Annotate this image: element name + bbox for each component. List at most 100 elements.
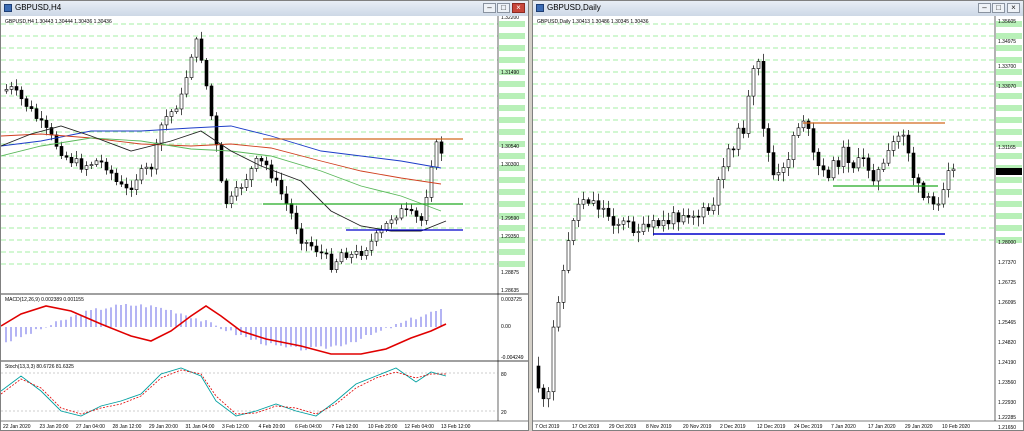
candle-body [224,180,229,204]
candle-body [871,170,876,182]
price-label: 1.27370 [998,260,1016,266]
ma-blue-line [1,125,442,169]
candle-body [746,95,751,134]
chart-background [533,16,1023,430]
level-tag [996,129,1022,135]
candle-body [144,166,149,169]
price-label: 1.24190 [998,360,1016,366]
candle-body [14,86,19,91]
candle-body [831,160,836,179]
candle-body [244,179,249,188]
time-label: 27 Jan 04:00 [76,424,105,430]
title-bar[interactable]: GBPUSD,H4 – □ × [1,1,528,17]
stoch-axis-label: 20 [501,410,507,416]
price-label: 1.28875 [501,270,519,276]
price-label: 1.25465 [998,320,1016,326]
candle-body [209,85,214,117]
current-price-tag [996,168,1022,175]
candle-body [601,207,606,210]
candle-body [701,207,706,218]
close-button[interactable]: × [1007,3,1020,13]
candle-body [284,193,289,204]
candle-body [736,127,741,150]
candle-body [826,169,831,179]
candle-body [666,220,671,225]
candle-body [159,124,164,144]
candle-body [846,146,851,163]
chart-background [1,16,528,430]
candle-body [204,60,209,87]
candle-body [881,162,886,170]
candle-body [761,61,766,129]
candle-body [551,326,556,393]
time-label: 17 Jan 2020 [868,424,896,430]
candle-body [94,160,99,165]
candle-body [29,106,34,109]
price-label: 1.22285 [998,415,1016,421]
price-label: 1.24820 [998,340,1016,346]
candle-body [149,166,154,170]
price-label: 1.30300 [501,162,519,168]
candle-body [24,98,29,107]
level-tag [996,141,1022,147]
candle-body [781,167,786,173]
candle-body [671,212,676,225]
candle-body [314,245,319,253]
candle-body [364,250,369,256]
close-button[interactable]: × [512,3,525,13]
level-tag [996,177,1022,183]
candle-body [726,148,731,168]
h4-chart-window[interactable]: GBPUSD,H4 – □ × GBPUSD,H4 1.30443 1.3044… [0,0,529,431]
level-tag [499,45,525,51]
level-tag [996,57,1022,63]
daily-chart-canvas[interactable]: GBPUSD,Daily 1.30413 1.30486 1.30345 1.3… [533,16,1023,430]
time-label: 31 Jan 04:00 [186,424,215,430]
candle-body [696,215,701,218]
candle-body [9,86,14,90]
candle-body [414,210,419,217]
candle-body [109,169,114,174]
candle-body [646,223,651,228]
macd-axis-label: 0.003725 [501,297,522,303]
level-tag [996,21,1022,27]
price-label: 1.29350 [501,234,519,240]
maximize-button[interactable]: □ [992,3,1005,13]
candle-body [886,150,891,164]
h4-chart-canvas[interactable]: GBPUSD,H4 1.30443 1.30444 1.30436 1.3043… [1,16,528,430]
maximize-button[interactable]: □ [497,3,510,13]
candle-body [374,232,379,242]
candle-body [606,207,611,217]
candle-body [716,179,721,206]
candle-body [706,207,711,211]
level-tag [499,81,525,87]
candle-body [821,165,826,171]
level-tag [996,213,1022,219]
price-label: 1.21650 [998,425,1016,430]
candle-body [851,162,856,169]
price-label: 1.28000 [998,240,1016,246]
level-tag [996,45,1022,51]
candle-body [641,223,646,232]
time-label: 2 Dec 2019 [720,424,746,430]
candle-body [304,242,309,244]
minimize-button[interactable]: – [978,3,991,13]
candle-body [686,215,691,218]
candle-body [439,141,444,154]
candle-body [359,251,364,256]
level-tag [499,57,525,63]
minimize-button[interactable]: – [483,3,496,13]
ma-red-line [1,133,442,185]
candle-body [69,156,74,164]
candle-body [836,160,841,167]
title-bar[interactable]: GBPUSD,Daily – □ × [533,1,1023,17]
candle-body [751,68,756,97]
daily-chart-window[interactable]: GBPUSD,Daily – □ × GBPUSD,Daily 1.30413 … [532,0,1024,431]
chart-window-icon [536,4,544,12]
candle-body [139,168,144,181]
level-tag [996,69,1022,75]
candle-body [99,160,104,163]
candle-body [324,252,329,255]
level-tag [996,225,1022,231]
price-label: 1.30540 [501,144,519,150]
price-label: 1.31165 [998,145,1016,151]
